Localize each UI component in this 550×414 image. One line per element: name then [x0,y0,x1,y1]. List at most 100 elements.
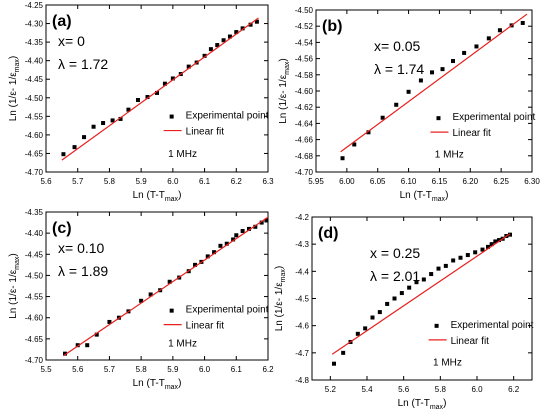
x-axis-label-main: Ln (T-T [133,378,165,389]
data-point [473,250,478,255]
data-point [101,121,106,126]
x-tick-label: 5.6 [40,177,52,186]
y-tick-label: -4.5 [295,295,309,304]
data-point [202,53,207,58]
panel-a: 5.6 5.7 5.8 5.9 6.0 6.1 6.2 6.3 -4.70 -4.65 -4.60 -… [8,1,274,203]
x-axis-label: Ln (T-Tmax) [400,190,449,203]
y-tick-label: -4.55 [25,293,44,302]
y-tick-label: -4.50 [25,271,44,280]
data-point [227,34,232,39]
panel-b: 5.95 6.00 6.05 6.10 6.15 6.20 6.25 6.30 -4.70 -4.… [278,6,540,203]
y-tick-label: -4.70 [25,168,44,177]
legend-label-linear-fit: Linear fit [451,336,490,347]
data-point [248,22,253,27]
linear-fit-line [331,233,511,355]
y-tick-label: -4.65 [25,149,44,158]
data-point [259,220,264,225]
data-point [458,255,463,260]
y-axis-label-sub: max [284,61,291,75]
y-axis-label: Ln (1/ε- 1/εmax) [278,58,291,124]
x-axis-label-sub: max [430,404,444,411]
legend-label-linear-fit: Linear fit [186,127,225,138]
data-point [474,44,479,49]
data-point [486,36,491,41]
x-tick-label: 5.7 [104,365,116,374]
x-axis-label-end: ) [443,398,446,409]
composition-annotation: x = 0.25 [370,245,420,261]
legend-label-experimental: Experimental point [451,320,534,331]
data-point [148,292,153,297]
data-point [465,253,470,258]
y-tick-label: -4.65 [25,335,44,344]
legend-marker-square [436,116,441,121]
data-point [421,277,426,282]
y-tick-label: -4.58 [295,71,314,80]
linear-fit-line [63,216,269,357]
x-tick-label: 5.5 [40,365,52,374]
y-tick-label: -4.66 [295,136,314,145]
y-axis-label-main: Ln (1/ε- 1/ε [8,269,19,318]
data-point [406,89,411,94]
x-tick-label: 5.6 [398,385,410,394]
y-tick-label: -4.3 [295,240,309,249]
data-point [254,19,259,24]
data-point [429,272,434,277]
data-point [94,332,99,337]
x-tick-label: 5.4 [361,385,373,394]
y-tick-label: -4.60 [25,131,44,140]
data-point [215,43,220,48]
data-point [193,262,198,267]
data-point [186,64,191,69]
x-tick-label: 5.8 [104,177,116,186]
data-point [363,326,368,331]
data-point [486,244,490,249]
lambda-annotation: λ = 1.74 [374,61,424,77]
data-point [497,28,502,33]
panel-d: 5.2 5.4 5.6 5.8 6.0 6.2 -4.8 -4.7 -4.6 -4.5 -4.4 -4… [274,213,534,411]
data-point [480,247,485,252]
x-tick-label: 6.05 [370,177,386,186]
data-point [385,301,390,306]
x-axis-label: Ln (T-Tmax) [133,378,182,391]
data-point [75,343,80,348]
panel-label: (c) [52,220,72,237]
legend-label-experimental: Experimental point [186,111,269,122]
y-tick-label: -4.8 [295,376,309,385]
legend-label-experimental: Experimental point [452,112,535,123]
y-axis-label-end: ) [8,253,19,256]
y-tick-label: -4.64 [295,119,314,128]
data-point [126,107,131,112]
data-point [355,331,360,336]
data-point [118,116,123,121]
plot-frame [45,211,269,361]
data-point [234,233,239,238]
data-point [162,81,167,86]
data-point [392,296,397,301]
x-axis-label-sub: max [432,196,446,203]
data-point [520,20,525,25]
y-axis-label: Ln (1/ε- 1/εmax) [274,266,287,332]
y-axis-label-end: ) [278,58,289,61]
data-point [240,229,245,234]
y-tick-label: -4.54 [295,38,314,47]
x-axis-label: Ln (T-Tmax) [398,398,447,411]
y-tick-label: -4.35 [25,208,44,217]
legend-label-experimental: Experimental point [186,305,269,316]
data-point [451,59,456,64]
data-point [253,224,258,229]
data-point [208,47,213,52]
y-tick-label: -4.60 [25,314,44,323]
composition-annotation: x= 0.10 [58,240,105,256]
data-point [497,238,501,243]
data-point [72,145,77,150]
data-point [170,76,175,81]
x-tick-label: 6.2 [231,177,243,186]
x-axis-label-main: Ln (T-T [398,398,430,409]
y-tick-label: -4.55 [25,112,44,121]
x-tick-label: 5.2 [325,385,337,394]
y-tick-label: -4.52 [295,22,314,31]
y-tick-label: -4.62 [295,103,314,112]
data-point [443,263,448,268]
data-point [155,90,159,95]
data-point [451,258,456,263]
